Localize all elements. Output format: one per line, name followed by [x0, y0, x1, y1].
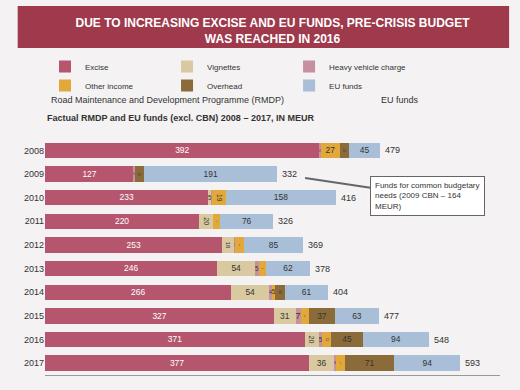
svg-text:2015: 2015 — [24, 311, 44, 321]
svg-text:2012: 2012 — [24, 240, 44, 250]
svg-text:392: 392 — [175, 145, 189, 155]
svg-text:EU funds: EU funds — [329, 82, 362, 91]
svg-text:1: 1 — [133, 172, 135, 176]
svg-text:369: 369 — [308, 240, 323, 250]
svg-text:4: 4 — [269, 289, 272, 295]
svg-text:94: 94 — [391, 334, 401, 344]
svg-text:2008: 2008 — [24, 146, 44, 156]
svg-text:54: 54 — [231, 263, 241, 273]
svg-text:2010: 2010 — [24, 193, 44, 203]
svg-text:63: 63 — [352, 311, 362, 321]
svg-text:2: 2 — [319, 149, 321, 153]
svg-text:20: 20 — [307, 336, 316, 344]
svg-text:11: 11 — [262, 268, 264, 269]
svg-text:2016: 2016 — [24, 335, 44, 345]
svg-text:327: 327 — [152, 311, 166, 321]
svg-text:62: 62 — [283, 263, 293, 273]
svg-text:2009: 2009 — [24, 169, 44, 179]
svg-text:Vignettes: Vignettes — [207, 63, 240, 72]
svg-text:10: 10 — [216, 221, 217, 222]
svg-text:326: 326 — [278, 216, 293, 226]
svg-text:Road Maintenance and Developme: Road Maintenance and Development Program… — [51, 95, 284, 105]
svg-text:377: 377 — [170, 358, 184, 368]
svg-text:EU funds: EU funds — [381, 95, 419, 105]
svg-text:45: 45 — [342, 334, 352, 344]
svg-text:191: 191 — [204, 169, 218, 179]
svg-text:45: 45 — [360, 145, 370, 155]
svg-text:2014: 2014 — [24, 287, 44, 297]
svg-text:2017: 2017 — [24, 358, 44, 368]
svg-text:5: 5 — [208, 194, 212, 201]
svg-text:5: 5 — [319, 336, 323, 343]
svg-text:20: 20 — [202, 217, 211, 225]
svg-text:416: 416 — [341, 193, 356, 203]
svg-text:7: 7 — [296, 311, 301, 321]
svg-text:548: 548 — [434, 335, 449, 345]
svg-text:1: 1 — [211, 196, 213, 200]
svg-text:19: 19 — [216, 194, 223, 202]
svg-text:Funds for common budgetaryneed: Funds for common budgetaryneeds (2009 CB… — [375, 181, 480, 211]
svg-text:266: 266 — [131, 287, 145, 297]
svg-text:14: 14 — [278, 290, 282, 294]
svg-text:27: 27 — [326, 145, 336, 155]
svg-text:DUE TO INCREASING EXCISE AND E: DUE TO INCREASING EXCISE AND EU FUNDS, P… — [75, 16, 470, 46]
svg-text:158: 158 — [274, 192, 288, 202]
svg-text:Heavy vehicle charge: Heavy vehicle charge — [329, 63, 406, 72]
svg-text:37: 37 — [317, 311, 327, 321]
svg-text:Factual RMDP and EU funds (exc: Factual RMDP and EU funds (excl. CBN) 20… — [47, 113, 314, 123]
svg-text:253: 253 — [127, 240, 141, 250]
svg-text:2013: 2013 — [24, 264, 44, 274]
svg-text:5: 5 — [255, 265, 259, 272]
svg-text:332: 332 — [282, 169, 297, 179]
svg-text:Other income: Other income — [85, 82, 134, 91]
svg-text:31: 31 — [280, 311, 290, 321]
svg-text:2011: 2011 — [25, 216, 44, 226]
svg-text:13: 13 — [342, 149, 346, 153]
svg-text:127: 127 — [82, 169, 96, 179]
svg-text:5: 5 — [272, 288, 276, 295]
svg-text:13: 13 — [325, 338, 329, 342]
svg-text:378: 378 — [315, 264, 330, 274]
svg-text:71: 71 — [365, 358, 375, 368]
svg-text:94: 94 — [423, 358, 433, 368]
svg-text:18: 18 — [225, 242, 231, 249]
svg-text:12: 12 — [239, 244, 241, 247]
svg-text:12: 12 — [304, 315, 306, 318]
svg-text:36: 36 — [317, 358, 327, 368]
svg-text:12: 12 — [340, 362, 342, 365]
svg-text:371: 371 — [168, 334, 182, 344]
svg-text:3: 3 — [334, 361, 336, 365]
svg-text:Excise: Excise — [85, 63, 109, 72]
svg-text:13: 13 — [137, 172, 141, 176]
svg-text:1: 1 — [234, 243, 236, 247]
svg-text:54: 54 — [245, 287, 255, 297]
svg-text:76: 76 — [242, 216, 252, 226]
svg-text:479: 479 — [385, 145, 400, 155]
svg-text:Overhead: Overhead — [207, 82, 242, 91]
svg-text:593: 593 — [465, 358, 480, 368]
svg-text:477: 477 — [384, 311, 399, 321]
svg-text:61: 61 — [302, 287, 312, 297]
svg-text:220: 220 — [115, 216, 129, 226]
svg-text:233: 233 — [120, 192, 134, 202]
svg-text:85: 85 — [269, 240, 279, 250]
svg-text:246: 246 — [124, 263, 138, 273]
svg-text:404: 404 — [333, 287, 348, 297]
